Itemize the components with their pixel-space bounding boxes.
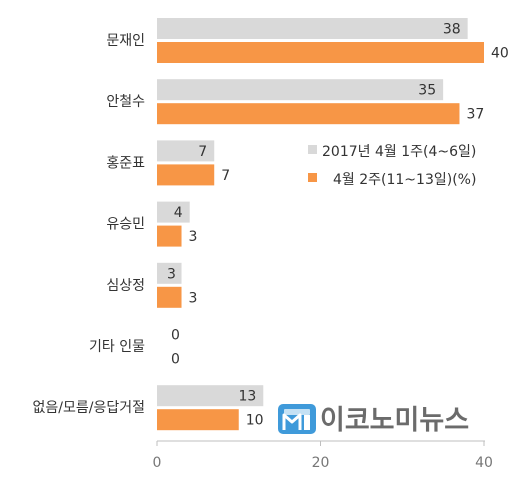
bars-layer xyxy=(157,18,484,431)
bar-series-2 xyxy=(157,409,239,431)
watermark-logo-icon xyxy=(278,404,316,434)
legend: 2017년 4월 1주(4~6일) 4월 2주(11~13일)(%) xyxy=(308,144,476,188)
tick-label: 0 xyxy=(153,455,162,471)
tick-label: 40 xyxy=(475,455,493,471)
category-label: 문재인 xyxy=(106,33,145,49)
bar-series-1 xyxy=(157,385,264,407)
data-label: 3 xyxy=(167,266,176,282)
category-label: 유승민 xyxy=(106,217,145,233)
legend-label-series-1: 2017년 4월 1주(4~6일) xyxy=(322,144,476,160)
category-label: 기타 인물 xyxy=(89,339,145,355)
data-label: 7 xyxy=(198,144,207,160)
data-label: 10 xyxy=(246,413,264,429)
data-label: 35 xyxy=(418,83,436,99)
data-label: 38 xyxy=(443,22,461,38)
legend-swatch-series-2 xyxy=(308,173,317,182)
bar-series-1 xyxy=(157,262,182,284)
data-label: 40 xyxy=(491,46,509,62)
bar-series-2 xyxy=(157,164,215,186)
data-label: 3 xyxy=(189,229,198,245)
bar-series-1 xyxy=(157,140,215,162)
axis-ticks: 0 20 40 xyxy=(153,441,493,471)
legend-swatch-series-1 xyxy=(308,145,317,154)
watermark: 이코노미뉴스 xyxy=(278,404,470,437)
bar-series-1 xyxy=(157,79,444,101)
category-label: 없음/모름/응답거절 xyxy=(33,400,145,416)
data-label: 37 xyxy=(466,107,484,123)
legend-label-series-2: 4월 2주(11~13일)(%) xyxy=(333,172,476,188)
bar-series-2 xyxy=(157,286,182,308)
bar-series-2 xyxy=(157,103,460,125)
watermark-text: 이코노미뉴스 xyxy=(320,405,469,436)
data-label: 3 xyxy=(189,290,198,306)
bar-series-1 xyxy=(157,18,468,39)
data-label: 0 xyxy=(171,328,180,344)
bar-series-2 xyxy=(157,42,484,63)
bar-series-1 xyxy=(157,201,190,223)
tick-label: 20 xyxy=(312,455,330,471)
data-label: 4 xyxy=(174,205,183,221)
category-label: 심상정 xyxy=(106,278,145,294)
bar-series-2 xyxy=(157,225,182,247)
data-label: 7 xyxy=(221,168,230,184)
category-label: 안철수 xyxy=(106,94,145,110)
category-label: 홍준표 xyxy=(106,155,145,171)
data-label: 13 xyxy=(238,389,256,405)
data-label: 0 xyxy=(171,352,180,368)
